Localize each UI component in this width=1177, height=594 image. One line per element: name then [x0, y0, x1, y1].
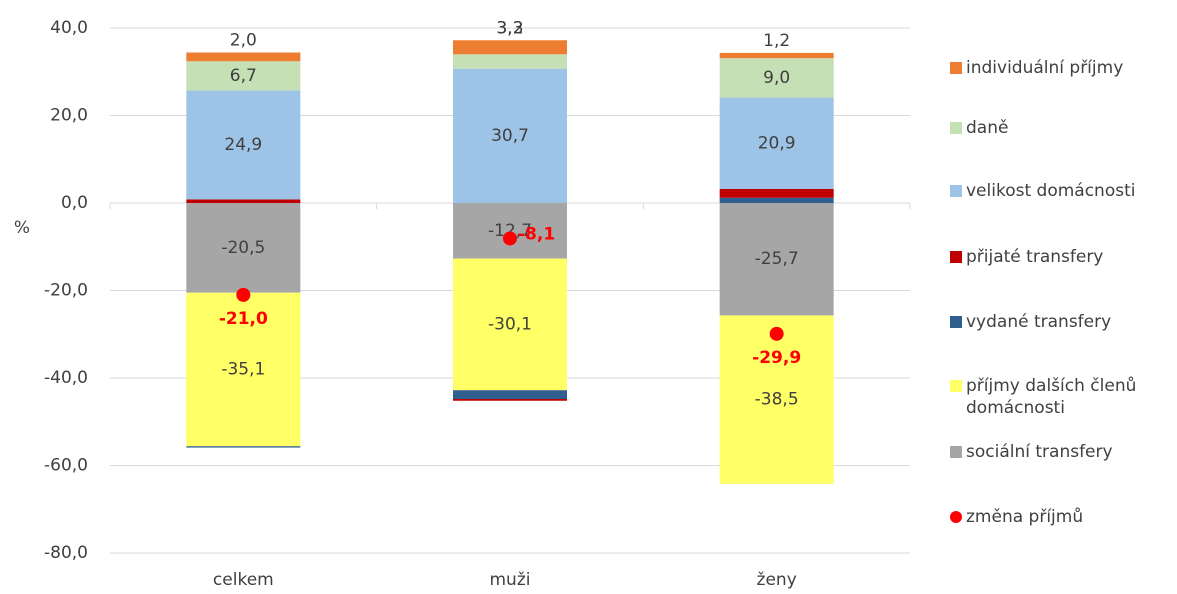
- legend-swatch: [950, 511, 962, 523]
- bar-segment: [453, 203, 567, 259]
- bar-segment: [719, 52, 834, 59]
- data-label: -12,7: [488, 221, 532, 241]
- y-tick-label: -40,0: [44, 368, 88, 388]
- legend-label: sociální transfery: [966, 442, 1113, 462]
- legend-label: přijaté transfery: [966, 247, 1104, 267]
- legend-swatch: [950, 380, 962, 392]
- data-label: 1,2: [763, 31, 790, 51]
- bar-segment: [719, 58, 834, 98]
- legend-item: velikost domácnosti: [950, 180, 1135, 202]
- bar-segment: [453, 54, 567, 69]
- data-label: 24,9: [224, 135, 262, 155]
- y-tick-label: -80,0: [44, 543, 88, 563]
- bar-segment: [453, 390, 567, 399]
- data-label: -38,5: [755, 390, 799, 410]
- y-tick-label: 0,0: [61, 193, 88, 213]
- scatter-point: [769, 326, 784, 341]
- data-label: 20,9: [758, 133, 796, 153]
- data-label: 9,0: [763, 68, 790, 88]
- data-label: -29,9: [752, 348, 801, 368]
- legend-swatch: [950, 316, 962, 328]
- legend-swatch: [950, 446, 962, 458]
- bar-segment: [186, 446, 301, 448]
- legend-item: změna příjmů: [950, 506, 1083, 528]
- bar-segment: [453, 399, 567, 401]
- legend-swatch: [950, 122, 962, 134]
- legend-label: individuální příjmy: [966, 58, 1124, 78]
- bar-segment: [719, 197, 834, 203]
- legend-label: příjmy dalších členů domácnosti: [966, 376, 1137, 418]
- legend-item: přijaté transfery: [950, 246, 1103, 268]
- bar-segment: [186, 61, 301, 91]
- data-label: 6,7: [230, 66, 257, 86]
- data-label: 30,7: [491, 126, 529, 146]
- y-tick-label: 20,0: [50, 106, 88, 126]
- legend-swatch: [950, 251, 962, 263]
- bar-segment: [186, 203, 301, 293]
- data-label: 2,0: [230, 31, 257, 51]
- data-label: -35,1: [221, 359, 265, 379]
- legend-swatch: [950, 185, 962, 197]
- legend-item: daně: [950, 117, 1008, 139]
- legend-label: změna příjmů: [966, 507, 1084, 527]
- legend-label: velikost domácnosti: [966, 181, 1136, 201]
- x-tick-label: celkem: [213, 570, 274, 590]
- bar-segment: [719, 97, 834, 189]
- scatter-point: [503, 231, 517, 246]
- bar-segment: [719, 189, 834, 198]
- bar-segment: [453, 40, 567, 55]
- legend-label: vydané transfery: [966, 312, 1112, 332]
- y-tick-label: -60,0: [44, 456, 88, 476]
- data-label: -21,0: [219, 309, 268, 329]
- legend-swatch: [950, 62, 962, 74]
- bar-segment: [186, 52, 301, 62]
- data-label: -30,1: [488, 314, 532, 334]
- legend-item: sociální transfery: [950, 441, 1113, 463]
- data-label: 3,3: [496, 18, 523, 38]
- data-label: -25,7: [755, 249, 799, 269]
- bar-segment: [719, 315, 834, 484]
- data-label: 3,2: [496, 18, 523, 38]
- bar-segment: [719, 203, 834, 316]
- bar-segment: [453, 258, 567, 391]
- data-label: -8,1: [518, 224, 555, 244]
- y-tick-label: 40,0: [50, 18, 88, 38]
- legend-item: příjmy dalších členů domácnosti: [950, 375, 1175, 419]
- x-tick-label: muži: [490, 570, 531, 590]
- legend-label: daně: [966, 118, 1009, 138]
- bar-segment: [186, 90, 301, 200]
- scatter-point: [236, 287, 251, 302]
- bar-segment: [186, 199, 301, 203]
- legend-item: individuální příjmy: [950, 57, 1123, 79]
- y-tick-label: -20,0: [44, 281, 88, 301]
- bar-segment: [453, 68, 567, 203]
- x-tick-label: ženy: [757, 570, 797, 590]
- bar-segment: [186, 292, 301, 447]
- legend-item: vydané transfery: [950, 311, 1111, 333]
- data-label: -20,5: [221, 238, 265, 258]
- y-axis-label: %: [14, 218, 30, 238]
